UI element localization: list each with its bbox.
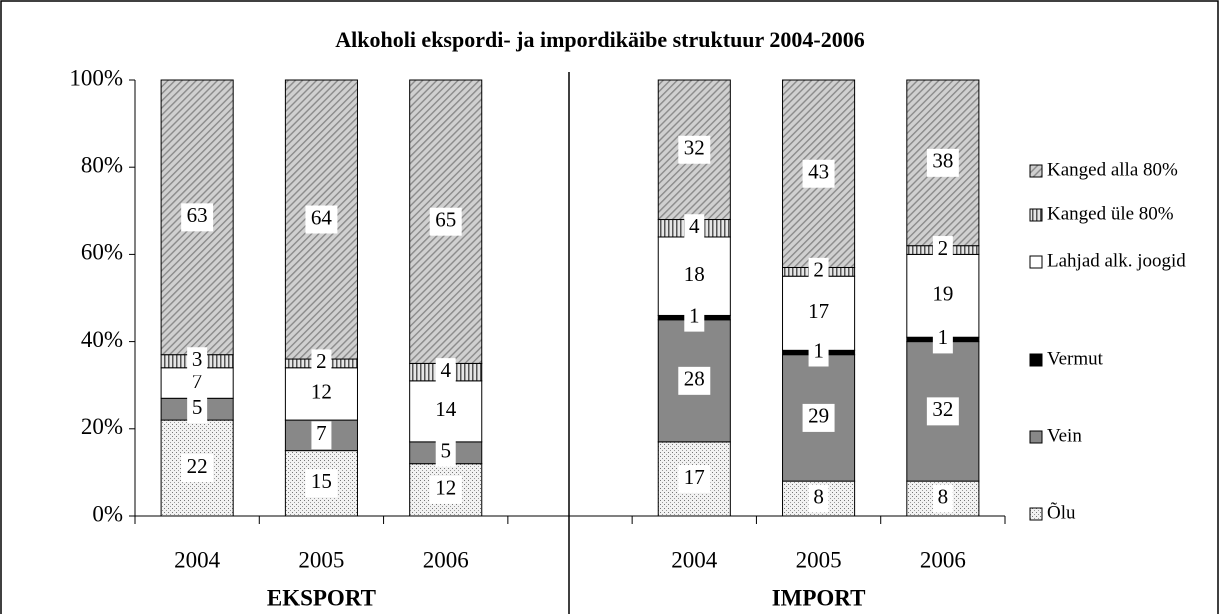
- label-bg: [678, 262, 711, 291]
- legend-swatch: [1029, 208, 1043, 222]
- data-label: 2: [813, 258, 824, 282]
- y-tick-label: 100%: [69, 65, 123, 90]
- label-bg: [678, 366, 711, 395]
- data-label: 3: [192, 347, 203, 371]
- data-label: 1: [938, 325, 949, 349]
- data-label: 5: [440, 439, 451, 463]
- legend-swatch: [1029, 353, 1043, 367]
- x-tick-label: 2006: [920, 547, 966, 572]
- data-label: 19: [932, 282, 953, 306]
- x-tick-label: 2005: [796, 547, 842, 572]
- data-label: 28: [684, 367, 705, 391]
- label-bg: [808, 338, 829, 367]
- data-label: 8: [938, 484, 949, 508]
- data-label: 1: [813, 338, 824, 362]
- data-label: 17: [684, 465, 705, 489]
- data-label: 18: [684, 262, 705, 286]
- x-tick-label: 2004: [671, 547, 718, 572]
- legend-label: Lahjad alk. joogid: [1047, 250, 1186, 271]
- data-label: 17: [808, 299, 829, 323]
- data-label: 12: [311, 380, 332, 404]
- legend-label: Vermut: [1047, 348, 1104, 369]
- data-label: 64: [311, 205, 333, 229]
- data-label: 38: [932, 149, 953, 173]
- y-tick-label: 60%: [81, 240, 123, 265]
- label-bg: [684, 214, 705, 243]
- data-label: 4: [689, 214, 700, 238]
- legend-label: Kanged alla 80%: [1047, 159, 1178, 180]
- label-bg: [181, 203, 214, 232]
- legend-label: Kanged üle 80%: [1047, 203, 1174, 224]
- legend-swatch: [1029, 507, 1043, 521]
- label-bg: [808, 257, 829, 286]
- label-bg: [435, 438, 456, 467]
- label-bg: [678, 135, 711, 164]
- y-tick-label: 20%: [81, 414, 123, 439]
- data-label: 12: [435, 476, 456, 500]
- data-label: 22: [187, 454, 208, 478]
- y-tick-label: 0%: [92, 501, 123, 526]
- data-label: 29: [808, 404, 829, 428]
- legend-swatch: [1029, 430, 1043, 444]
- legend-swatch: [1029, 164, 1043, 178]
- label-bg: [429, 397, 462, 426]
- x-tick-label: 2005: [298, 547, 344, 572]
- label-bg: [932, 236, 953, 265]
- chart-title: Alkoholi ekspordi- ja impordikäibe struk…: [335, 27, 865, 52]
- label-bg: [926, 397, 959, 426]
- legend-label: Õlu: [1047, 501, 1076, 523]
- data-label: 7: [192, 369, 203, 393]
- label-bg: [429, 475, 462, 504]
- label-bg: [429, 207, 462, 236]
- label-bg: [926, 148, 959, 177]
- label-bg: [311, 349, 332, 378]
- group-label: IMPORT: [772, 585, 866, 610]
- label-bg: [187, 347, 208, 376]
- label-bg: [926, 281, 959, 310]
- data-label: 5: [192, 395, 203, 419]
- data-label: 14: [435, 397, 457, 421]
- label-bg: [808, 484, 829, 513]
- label-bg: [311, 421, 332, 450]
- label-bg: [435, 358, 456, 387]
- label-bg: [305, 469, 338, 498]
- label-bg: [932, 484, 953, 513]
- data-label: 32: [684, 136, 705, 160]
- label-bg: [802, 159, 835, 188]
- label-bg: [932, 325, 953, 354]
- y-tick-label: 80%: [81, 152, 123, 177]
- group-label: EKSPORT: [267, 585, 376, 610]
- data-label: 2: [316, 349, 327, 373]
- legend-label: Vein: [1047, 425, 1082, 446]
- x-tick-label: 2004: [174, 547, 221, 572]
- data-label: 1: [689, 303, 700, 327]
- label-bg: [802, 403, 835, 432]
- data-label: 15: [311, 469, 332, 493]
- label-bg: [678, 464, 711, 493]
- data-label: 7: [316, 421, 327, 445]
- data-label: 8: [813, 484, 824, 508]
- label-bg: [187, 395, 208, 424]
- y-tick-label: 40%: [81, 327, 123, 352]
- label-bg: [305, 379, 338, 408]
- label-bg: [181, 454, 214, 483]
- data-label: 4: [440, 358, 451, 382]
- data-label: 65: [435, 208, 456, 232]
- label-bg: [305, 205, 338, 234]
- label-bg: [802, 299, 835, 328]
- legend-swatch: [1029, 255, 1043, 269]
- x-tick-label: 2006: [423, 547, 469, 572]
- data-label: 63: [187, 203, 208, 227]
- label-bg: [684, 303, 705, 332]
- label-bg: [187, 369, 208, 398]
- data-label: 2: [938, 236, 949, 260]
- data-label: 43: [808, 160, 829, 184]
- data-label: 32: [932, 397, 953, 421]
